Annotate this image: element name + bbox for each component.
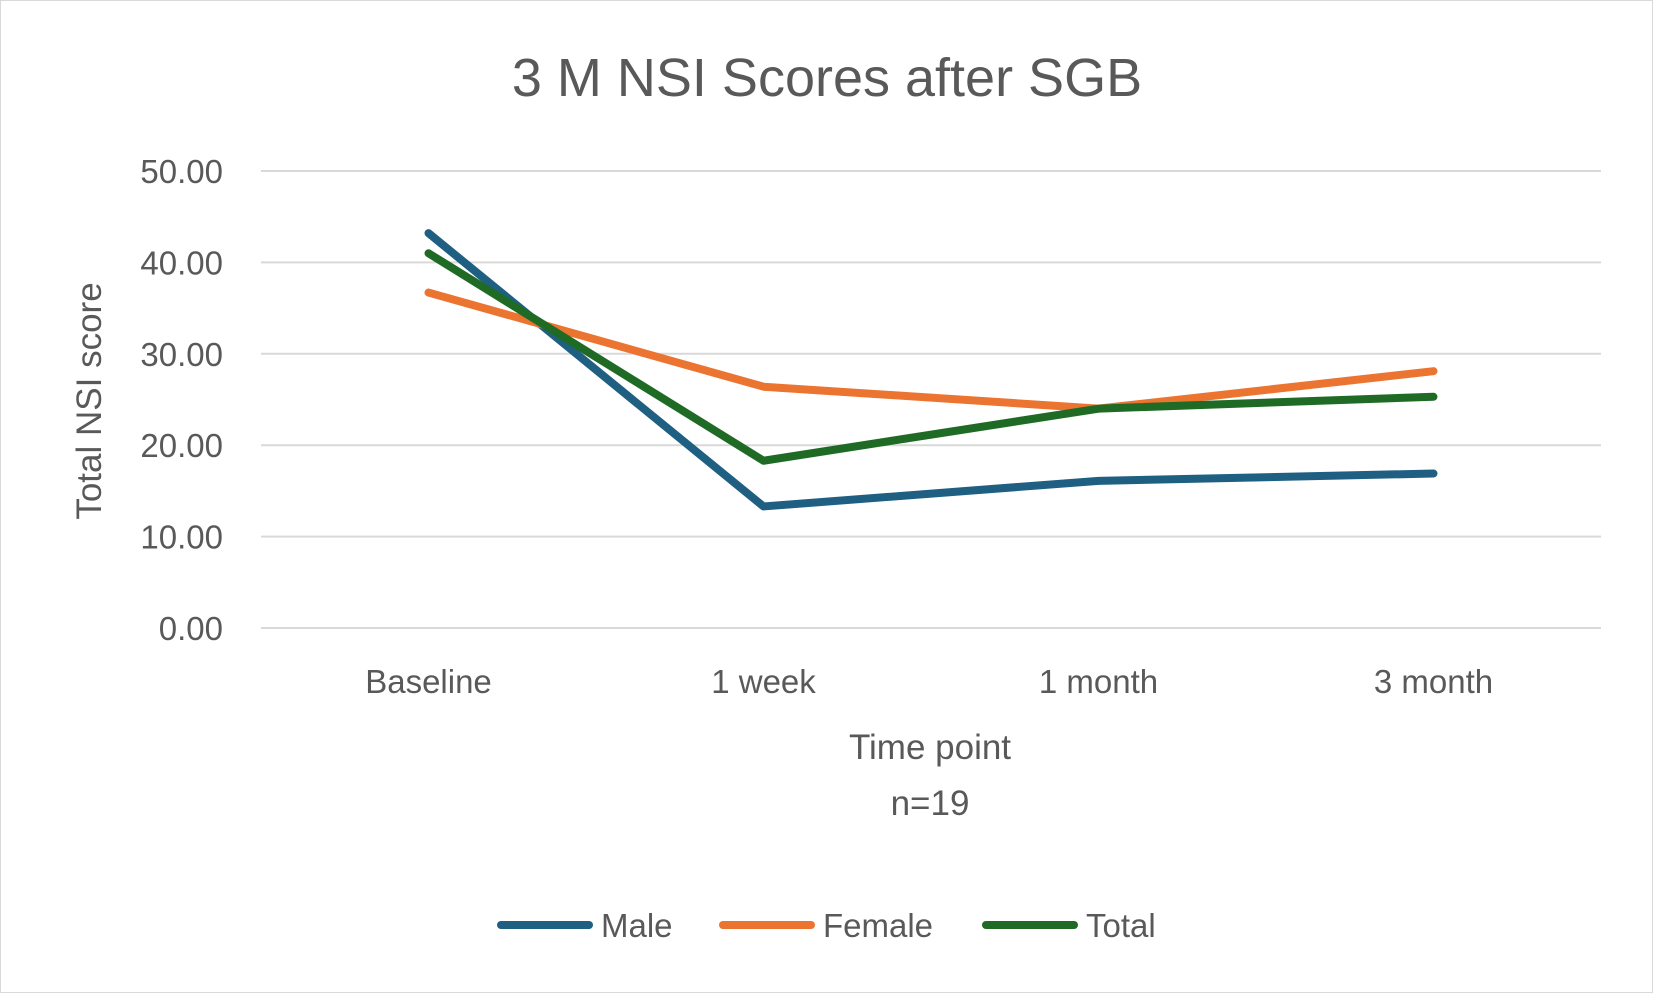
x-axis-tick-labels: Baseline 1 week 1 month 3 month (365, 663, 1493, 700)
series-line-total (424, 249, 1438, 465)
legend-label: Female (823, 907, 933, 944)
y-axis-title: Total NSI score (70, 282, 109, 519)
series-line-male (424, 229, 1438, 511)
chart-title: 3 M NSI Scores after SGB (512, 48, 1142, 108)
x-tick-label: Baseline (365, 663, 492, 700)
legend-item-male: Male (497, 907, 673, 944)
y-tick-label: 40.00 (140, 244, 223, 281)
gridlines (261, 170, 1601, 629)
x-axis-title: Time point (849, 728, 1011, 767)
x-tick-label: 1 week (711, 663, 816, 700)
x-tick-label: 3 month (1374, 663, 1493, 700)
x-axis-note: n=19 (891, 784, 970, 823)
legend-item-female: Female (719, 907, 933, 944)
legend-item-total: Total (982, 907, 1156, 944)
y-tick-label: 10.00 (140, 519, 223, 556)
y-tick-label: 0.00 (159, 610, 223, 647)
y-tick-label: 50.00 (140, 153, 223, 190)
legend-label: Total (1086, 907, 1156, 944)
y-tick-label: 20.00 (140, 427, 223, 464)
legend-label: Male (601, 907, 673, 944)
y-axis-tick-labels: 0.00 10.00 20.00 30.00 40.00 50.00 (140, 153, 223, 647)
x-tick-label: 1 month (1039, 663, 1158, 700)
series-lines (424, 229, 1438, 511)
legend: Male Female Total (497, 907, 1156, 944)
series-line-female (424, 288, 1438, 413)
y-tick-label: 30.00 (140, 336, 223, 373)
